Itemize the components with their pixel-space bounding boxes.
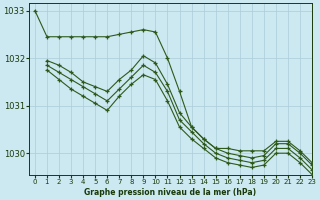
- X-axis label: Graphe pression niveau de la mer (hPa): Graphe pression niveau de la mer (hPa): [84, 188, 257, 197]
